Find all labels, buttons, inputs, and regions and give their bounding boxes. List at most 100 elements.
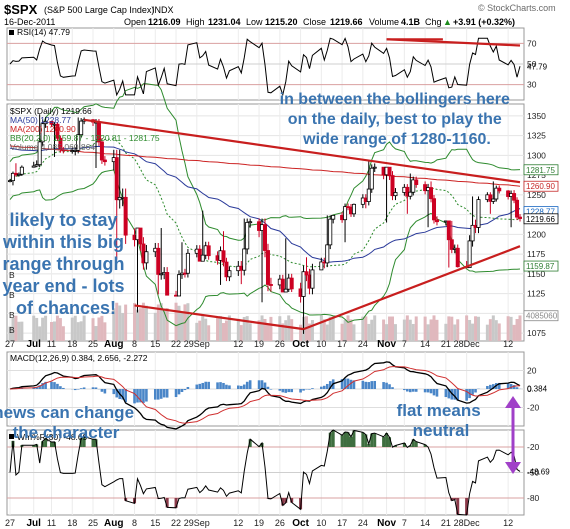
chart-date: 16-Dec-2011 — [4, 17, 55, 27]
macd-histogram-bar — [204, 381, 207, 389]
volume-bar — [260, 315, 264, 341]
macd-histogram-bar — [509, 384, 513, 389]
wmr-overbought-fill — [32, 445, 36, 447]
candle-down — [449, 239, 454, 250]
macd-histogram-bar — [308, 389, 311, 390]
macd-histogram-bar — [290, 389, 293, 393]
candle-up — [10, 172, 15, 182]
macd-histogram-bar — [408, 389, 412, 393]
macd-histogram-bar — [162, 389, 166, 398]
macd-histogram-bar — [115, 389, 119, 398]
wmr-overbought-fill — [248, 439, 252, 447]
macd-histogram-bar — [497, 382, 501, 389]
volume-bar — [17, 321, 21, 341]
candle-up — [177, 274, 182, 297]
volume-bar — [224, 320, 228, 341]
price-tick-label: 1125 — [527, 289, 546, 299]
macd-histogram-bar — [492, 384, 495, 389]
macd-histogram-bar — [136, 389, 139, 403]
candle-up — [470, 224, 475, 242]
volume-bar — [497, 323, 501, 341]
high-value: 1231.04 — [208, 17, 241, 27]
volume-bar — [325, 324, 329, 341]
candle-up — [7, 180, 12, 183]
wmr-overbought-fill — [331, 430, 335, 447]
wmr-overbought-fill — [414, 441, 418, 447]
wmr-tick-label: -20 — [527, 442, 540, 452]
candle-down — [446, 220, 451, 241]
macd-histogram-bar — [79, 388, 83, 389]
volume-bar — [41, 317, 45, 341]
macd-histogram-bar — [414, 389, 418, 392]
macd-histogram-bar — [340, 379, 344, 389]
x-tick-label-bottom: Oct — [292, 518, 309, 529]
volume-bar — [257, 320, 261, 341]
macd-histogram-bar — [299, 389, 302, 393]
candle-down — [414, 179, 419, 185]
annotation-top-right: in between the bollingers here on the da… — [280, 91, 515, 148]
macd-histogram-bar — [73, 389, 77, 391]
volume-bar — [100, 315, 104, 341]
wmr-overbought-fill — [393, 445, 397, 447]
volume-bar — [393, 324, 397, 341]
candle-up — [43, 120, 48, 125]
macd-histogram-bar — [411, 389, 415, 392]
x-tick-label-bottom: 25 — [88, 518, 98, 528]
candle-down — [455, 247, 460, 268]
candle-down — [99, 141, 104, 161]
volume-bar — [227, 315, 231, 341]
trendline — [83, 118, 521, 184]
macd-histogram-bar — [38, 385, 41, 389]
wmr-line — [9, 429, 521, 516]
macd-histogram-bar — [53, 382, 56, 389]
volume-bar — [284, 320, 288, 341]
volume-bar — [248, 323, 252, 341]
volume-bar — [465, 315, 469, 341]
x-tick-label-bottom: 12 — [233, 518, 243, 528]
price-tag-label: 1228.77 — [526, 208, 555, 217]
volume-bar — [515, 319, 519, 341]
candle-up — [491, 198, 496, 202]
macd-histogram-bar — [225, 384, 228, 389]
ma50-legend: MA(50) 1228.77 — [10, 115, 71, 125]
macd-histogram-bar — [287, 389, 291, 393]
trendline — [134, 304, 304, 331]
candle-down — [512, 193, 517, 201]
volume-label: Volume — [369, 17, 399, 27]
macd-histogram-bar — [328, 381, 332, 389]
volume-bar — [94, 326, 98, 341]
price-legend-title: $SPX (Daily) 1219.66 — [10, 106, 92, 116]
open-value: 1216.09 — [148, 17, 181, 27]
volume-bar — [385, 324, 389, 341]
volume-bar — [186, 303, 190, 341]
annotation-left: likely to stay within this big range thr… — [2, 210, 130, 318]
wmr-overbought-fill — [364, 434, 368, 447]
candle-down — [265, 250, 270, 285]
macd-signal-line — [9, 366, 521, 424]
volume-bar — [50, 321, 54, 341]
volume-bar — [402, 319, 406, 341]
volume-bar — [180, 312, 184, 341]
candle-up — [248, 221, 253, 224]
macd-histogram-bar — [361, 380, 365, 389]
candle-up — [393, 192, 398, 197]
macd-histogram-bar — [406, 389, 409, 392]
volume-bar — [14, 315, 18, 341]
candle-down — [429, 187, 434, 200]
wmr-oversold-fill — [165, 498, 169, 508]
macd-histogram-bar — [159, 389, 163, 399]
volume-legend: Volume 4,085,060,864 — [10, 142, 95, 152]
trendline — [303, 245, 521, 331]
candle-down — [515, 199, 520, 218]
volume-bar — [456, 319, 460, 341]
volume-bar — [153, 312, 157, 341]
volume-bar — [133, 303, 137, 341]
x-tick-label: 15 — [150, 339, 160, 349]
x-tick-label: 28Dec — [454, 339, 481, 349]
wmr-last-tag: -48.69 — [527, 467, 550, 476]
candle-down — [114, 157, 119, 201]
x-tick-label-bottom: 24 — [358, 518, 368, 528]
candle-down — [206, 245, 211, 257]
double-arrow-icon — [505, 396, 521, 474]
macd-histogram-bar — [515, 387, 519, 389]
